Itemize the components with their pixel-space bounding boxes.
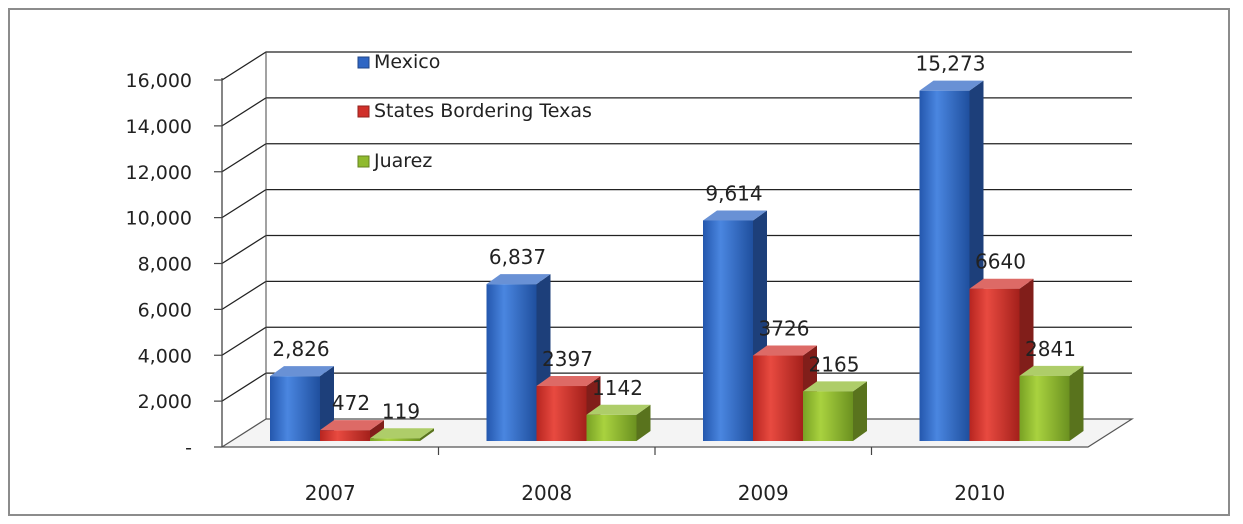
x-tick-label: 2009 [738,481,789,505]
bar [586,404,651,441]
legend-label: Mexico [374,51,440,73]
data-label: 3726 [759,317,810,341]
legend: Mexico States Bordering Texas Juarez [357,51,592,172]
data-label: 6640 [975,250,1026,274]
y-tick-label: 4,000 [138,345,192,367]
data-label: 2841 [1025,337,1076,361]
bar-top [703,210,767,221]
data-label: 1142 [592,376,643,400]
bar-front [919,90,970,441]
x-tick-label: 2008 [521,481,572,505]
legend-label: Juarez [373,150,432,172]
x-tick-label: 2010 [954,481,1005,505]
y-tick-label: 2,000 [138,391,192,413]
bar-front [536,386,587,441]
bar-front [370,438,420,441]
bar-top [486,274,551,285]
y-tick-label: 8,000 [138,254,192,276]
bar-top [270,366,334,377]
bar-side [636,404,651,441]
bar-front [753,355,803,441]
bar [803,381,867,441]
bar [969,278,1034,441]
bar-front [486,284,537,441]
bar [370,428,434,441]
bar-front [320,430,370,441]
bar [270,366,334,441]
bar-front [586,414,637,441]
y-tick-label: 10,000 [126,208,192,230]
bar-front [703,220,753,441]
x-tick-label: 2007 [305,481,356,505]
data-label: 2,826 [272,337,329,361]
chart-floor [219,418,1135,448]
data-label: 119 [382,399,420,423]
data-label: 15,273 [916,52,986,76]
bar-top [370,428,434,439]
y-tick-label: 12,000 [126,162,192,184]
bar-side [420,428,434,441]
bar-top [536,376,601,387]
bar-top [969,278,1034,289]
bar-front [969,288,1020,441]
legend-label: States Bordering Texas [374,100,592,122]
bar-top [919,80,984,91]
y-tick-label: 14,000 [126,116,192,138]
bar-front [1019,375,1070,441]
y-tick-label: 6,000 [138,299,192,321]
gridline [221,188,1132,219]
bar-side [1069,365,1084,441]
bar-top [803,381,867,392]
bar [919,80,984,441]
y-tick-label: - [185,437,192,459]
data-labels: 2,826 472 119 6,837 2397 1142 9,614 3726 2165 15,… [272,52,1076,424]
data-label: 472 [332,391,370,415]
bar-top [320,420,384,431]
data-label: 2165 [809,352,860,376]
bar [1019,365,1084,441]
bar-side [853,381,867,441]
data-label: 2397 [542,347,593,371]
bar-top [586,404,651,415]
legend-swatch [357,155,370,168]
y-tick-label: 16,000 [126,70,192,92]
bar-side [320,366,334,441]
bar-front [803,391,853,441]
bar-top [753,345,817,356]
data-label: 6,837 [489,245,546,269]
legend-swatch [357,105,370,118]
bars [270,80,1084,441]
legend-swatch [357,56,370,69]
bar-front [270,376,320,441]
bar-top [1019,365,1084,376]
data-label: 9,614 [705,181,762,205]
axes: - 2,000 4,000 6,000 8,000 10,000 12,000 14,000 1… [126,52,1135,505]
